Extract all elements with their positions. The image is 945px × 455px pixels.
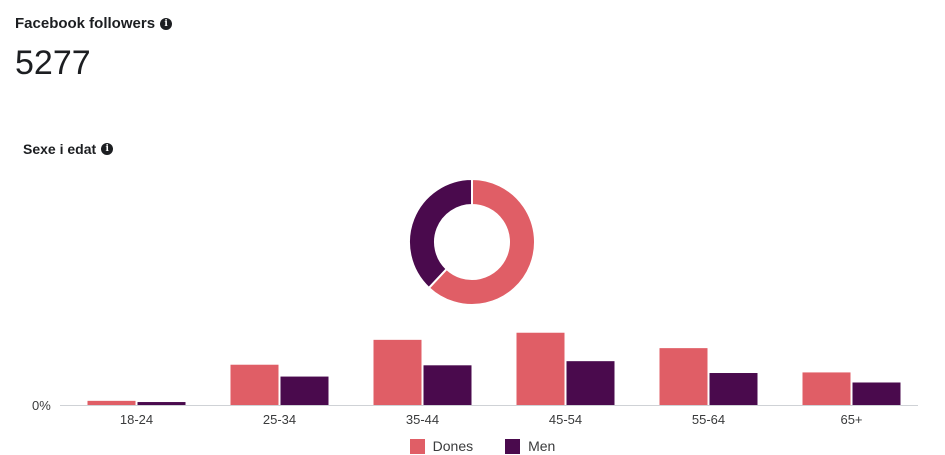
legend-swatch-men	[505, 438, 521, 454]
bar-men-18-24[interactable]	[137, 402, 186, 405]
bar-men-55-64[interactable]	[709, 373, 758, 405]
gender-age-title: Sexe i edat i	[23, 141, 114, 157]
x-tick-label: 55-64	[692, 412, 725, 427]
y-tick-label: 0%	[32, 398, 51, 413]
bar-men-25-34[interactable]	[280, 376, 329, 405]
bar-dones-65+[interactable]	[802, 372, 851, 405]
legend-item-dones[interactable]: Dones	[409, 438, 474, 454]
bar-men-35-44[interactable]	[423, 365, 472, 405]
donut-slice-dones[interactable]	[427, 177, 536, 306]
bar-men-45-54[interactable]	[566, 361, 615, 405]
chart-legend: Dones Men	[0, 438, 945, 454]
bar-dones-45-54[interactable]	[516, 332, 565, 405]
x-tick-label: 35-44	[406, 412, 439, 427]
facebook-followers-label: Facebook followers	[15, 15, 156, 32]
legend-label-dones: Dones	[432, 438, 474, 454]
bar-dones-25-34[interactable]	[230, 364, 279, 405]
x-tick-label: 25-34	[263, 412, 296, 427]
bar-dones-55-64[interactable]	[659, 348, 708, 405]
legend-swatch-dones	[409, 438, 425, 454]
gender-age-label: Sexe i edat	[23, 141, 97, 157]
facebook-followers-title: Facebook followers i	[15, 15, 173, 32]
x-tick-label: 65+	[840, 412, 862, 427]
donut-slice-men[interactable]	[408, 177, 473, 290]
x-tick-label: 45-54	[549, 412, 582, 427]
info-icon[interactable]: i	[101, 143, 114, 155]
bar-dones-35-44[interactable]	[373, 339, 422, 405]
info-icon[interactable]: i	[160, 17, 173, 30]
followers-count: 5277	[15, 44, 91, 82]
bar-dones-18-24[interactable]	[87, 400, 136, 405]
legend-item-men[interactable]: Men	[505, 438, 555, 454]
bar-men-65+[interactable]	[852, 382, 901, 405]
legend-label-men: Men	[528, 438, 556, 454]
x-tick-label: 18-24	[120, 412, 153, 427]
